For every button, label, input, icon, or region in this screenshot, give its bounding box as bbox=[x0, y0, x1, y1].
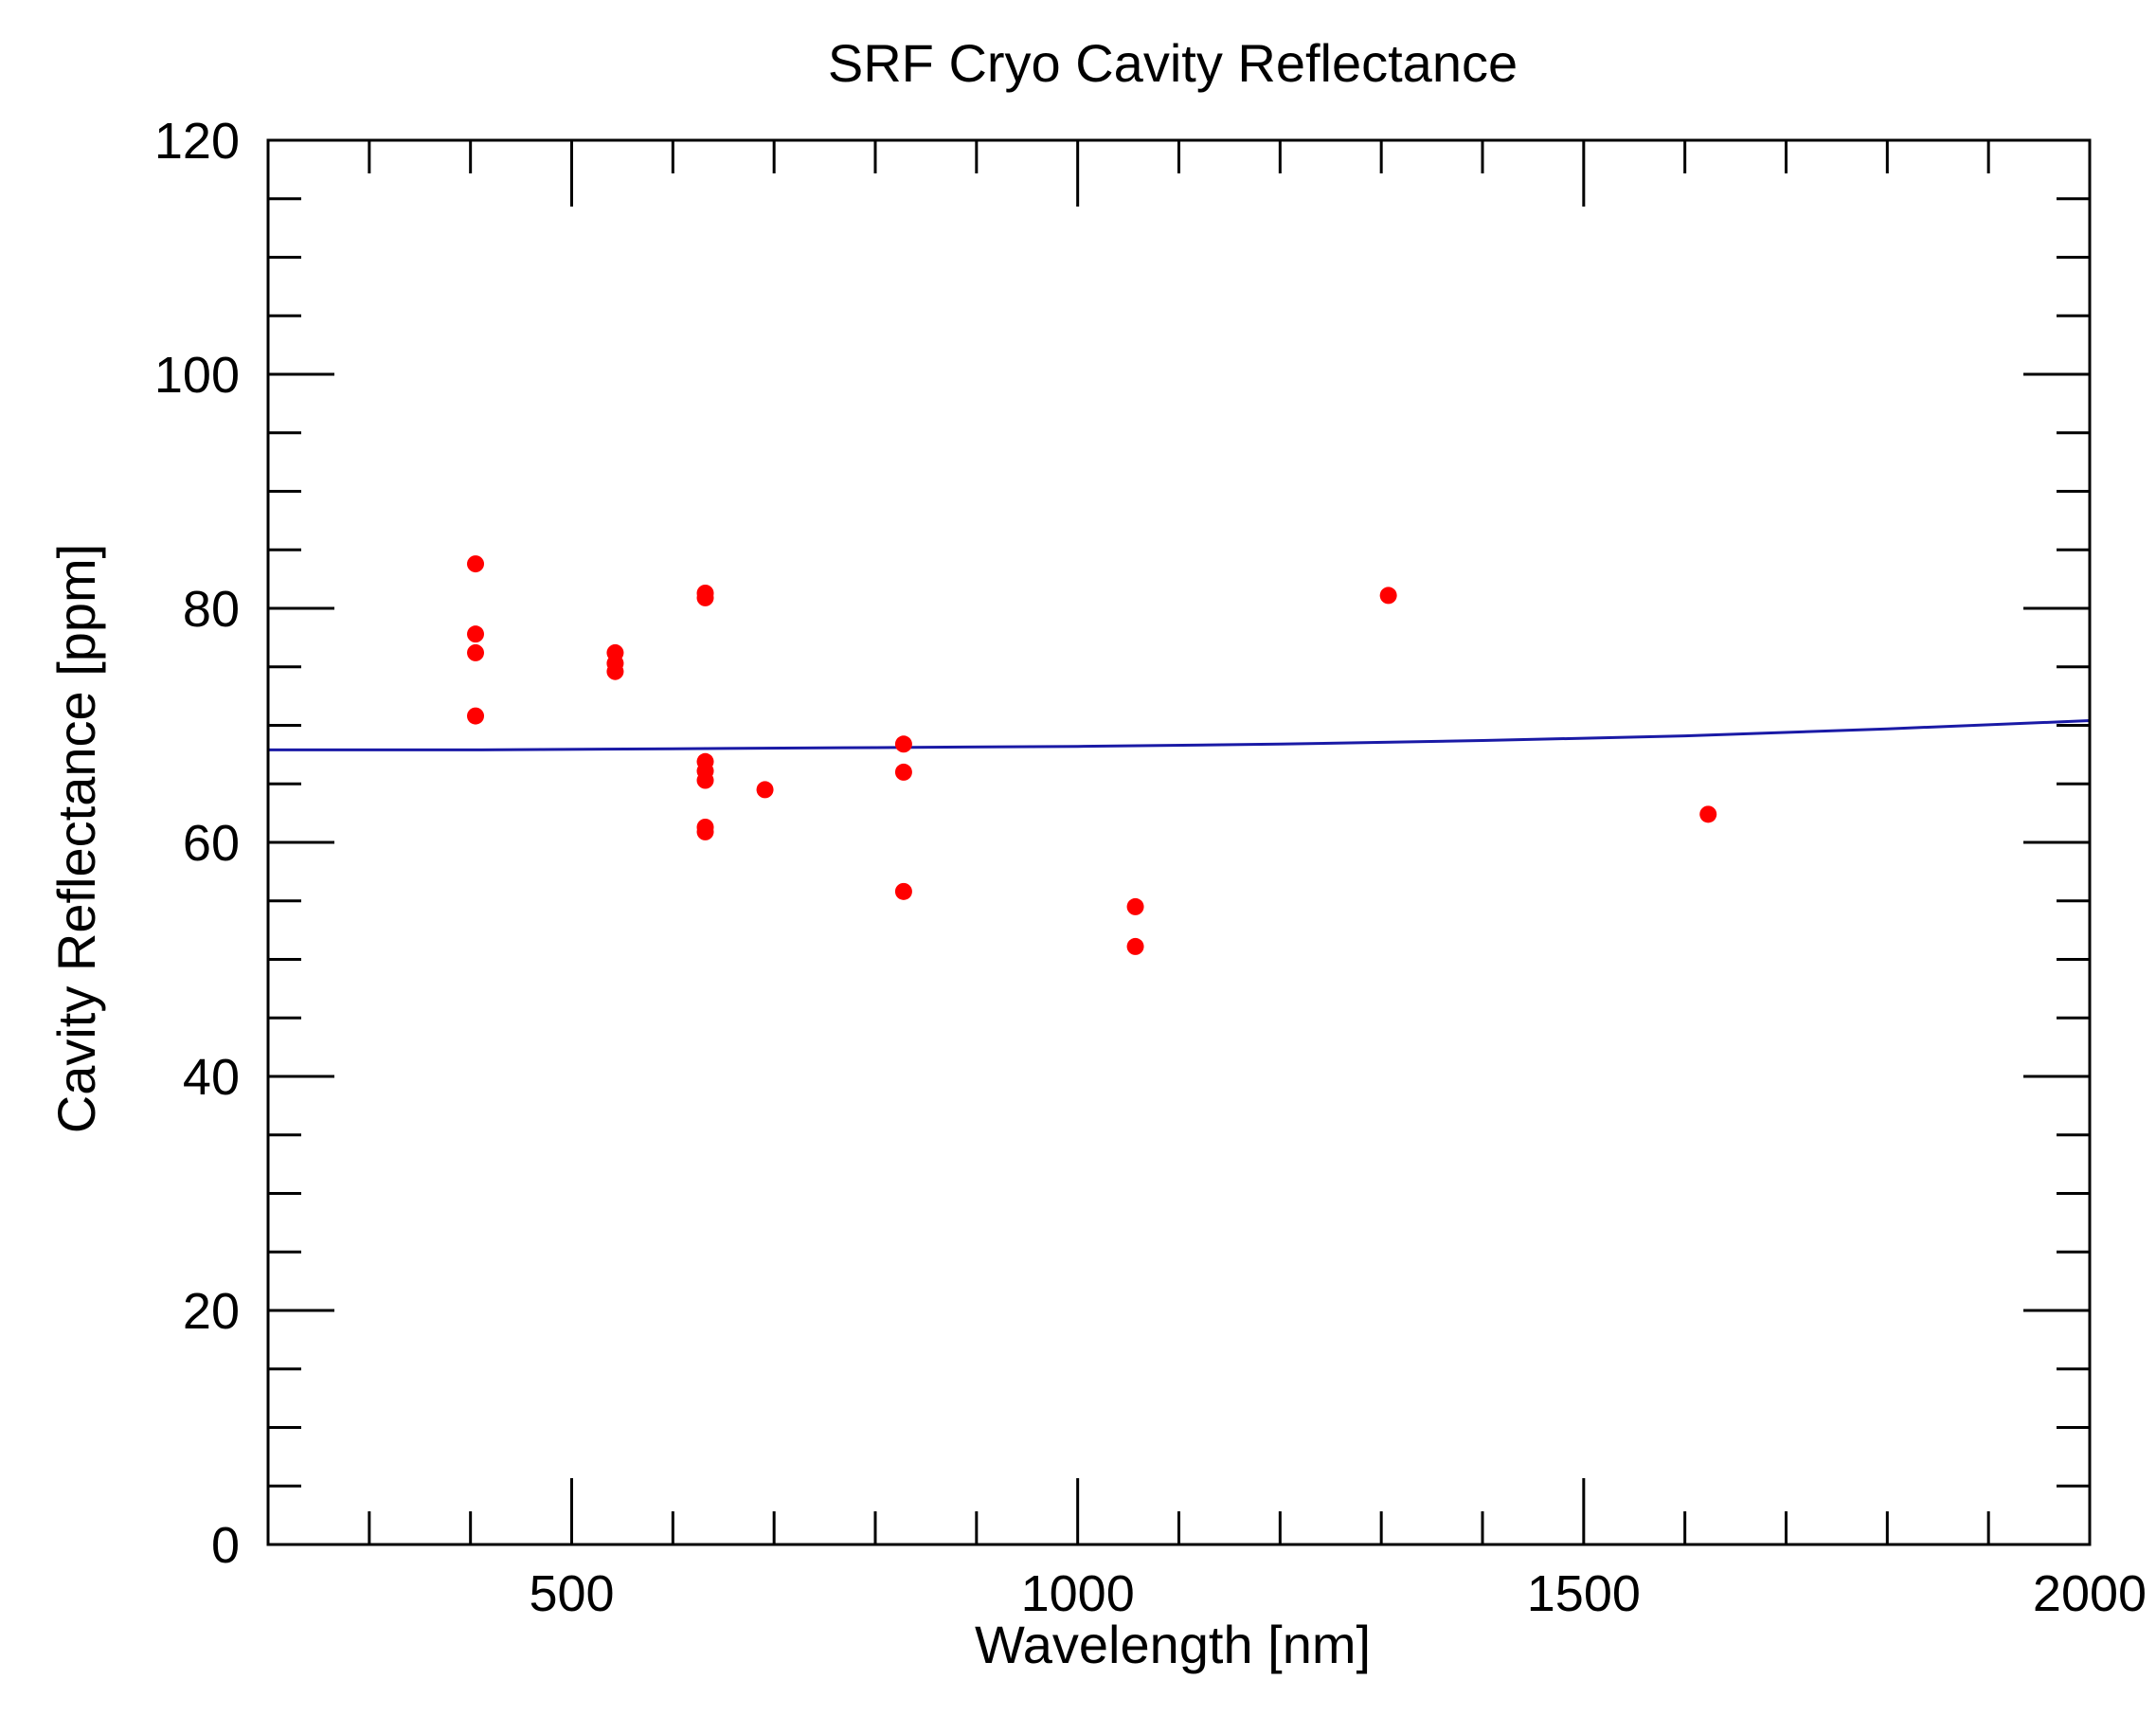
data-point bbox=[467, 643, 485, 661]
data-point bbox=[1699, 805, 1717, 823]
y-tick-label: 0 bbox=[211, 1517, 240, 1574]
x-tick-label: 500 bbox=[529, 1565, 614, 1622]
y-tick-label: 100 bbox=[154, 347, 240, 404]
x-tick-labels: 500 1000 1500 2000 bbox=[529, 1565, 2147, 1622]
data-point bbox=[894, 735, 912, 753]
data-point bbox=[696, 822, 714, 840]
data-point bbox=[756, 781, 774, 799]
x-tick-label: 1500 bbox=[1527, 1565, 1641, 1622]
y-axis-label: Cavity Reflectance [ppm] bbox=[46, 544, 106, 1133]
x-axis-label: Wavelength [nm] bbox=[975, 1615, 1371, 1674]
y-tick-label: 20 bbox=[183, 1283, 240, 1340]
series-layer bbox=[268, 555, 2091, 955]
data-point bbox=[606, 662, 624, 680]
data-point bbox=[467, 707, 485, 725]
data-point bbox=[894, 763, 912, 781]
axis-ticks bbox=[268, 140, 2090, 1544]
data-point bbox=[696, 588, 714, 606]
fit-line bbox=[268, 719, 2091, 751]
y-tick-label: 40 bbox=[183, 1049, 240, 1106]
y-tick-labels: 0 20 40 60 80 100 120 bbox=[154, 113, 240, 1574]
data-point bbox=[696, 771, 714, 789]
data-point bbox=[894, 882, 912, 900]
data-point bbox=[1126, 897, 1144, 915]
data-point bbox=[467, 625, 485, 643]
y-tick-label: 60 bbox=[183, 815, 240, 872]
data-point bbox=[467, 555, 485, 573]
y-tick-label: 80 bbox=[183, 581, 240, 638]
data-point bbox=[1126, 937, 1144, 955]
x-tick-label: 2000 bbox=[2033, 1565, 2147, 1622]
chart-title: SRF Cryo Cavity Reflectance bbox=[828, 33, 1518, 93]
x-tick-label: 1000 bbox=[1021, 1565, 1135, 1622]
data-point bbox=[1379, 587, 1397, 605]
plot-frame bbox=[266, 138, 2092, 1546]
y-tick-label: 120 bbox=[154, 113, 240, 170]
